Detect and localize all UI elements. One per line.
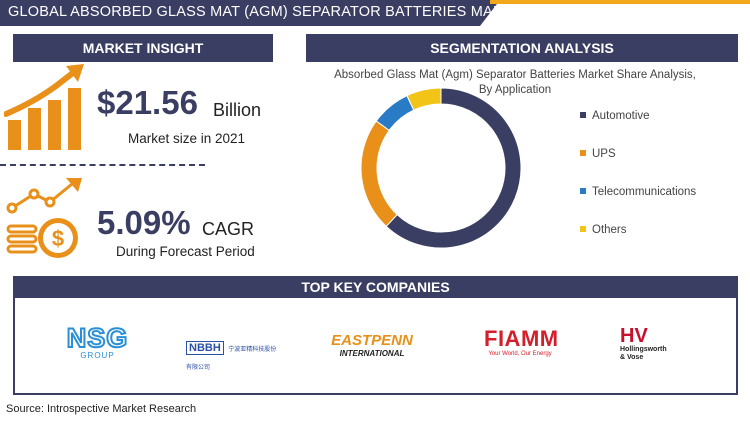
- legend-item-others: Others: [580, 224, 627, 236]
- donut-chart: [360, 87, 522, 249]
- nbbh-logo: NBBH 宁波亚精科技股份有限公司: [186, 338, 281, 374]
- eastpenn-logo: EASTPENN INTERNATIONAL: [322, 332, 422, 359]
- legend-swatch: [580, 111, 586, 118]
- legend-label: Telecommunications: [592, 186, 697, 198]
- legend-label: UPS: [592, 148, 616, 160]
- nsg-logo: NSG GROUP: [55, 323, 140, 361]
- donut-slice-ups: [360, 120, 398, 228]
- eastpenn-logo-sub: INTERNATIONAL: [339, 349, 405, 358]
- hv-logo-sub2: & Vose: [620, 354, 644, 361]
- legend-swatch: [580, 149, 586, 156]
- legend-label: Others: [592, 224, 627, 236]
- legend-item-telecommunications: Telecommunications: [580, 186, 696, 198]
- title-accent-line: [490, 0, 750, 4]
- legend-item-automotive: Automotive: [580, 110, 650, 122]
- cagr-caption: During Forecast Period: [116, 244, 255, 259]
- hv-logo-sub1: Hollingsworth: [620, 346, 667, 353]
- dollar-growth-icon: $: [6, 178, 82, 258]
- growth-chart-icon: [4, 64, 84, 150]
- chart-title: Absorbed Glass Mat (Agm) Separator Batte…: [334, 69, 696, 96]
- hv-logo: HV Hollingsworth & Vose: [620, 326, 690, 362]
- legend-label: Automotive: [592, 110, 650, 122]
- donut-slice-others: [406, 87, 442, 111]
- fiamm-logo-sub: Your World, Our Energy: [488, 351, 552, 357]
- segmentation-heading: SEGMENTATION ANALYSIS: [306, 34, 738, 62]
- title-bar: GLOBAL ABSORBED GLASS MAT (AGM) SEPARATO…: [0, 0, 500, 26]
- source-note: Source: Introspective Market Research: [6, 403, 197, 415]
- cagr-value: 5.09%: [97, 204, 191, 241]
- fiamm-logo-main: FIAMM: [484, 326, 559, 351]
- market-insight-heading: MARKET INSIGHT: [13, 34, 273, 62]
- page-title: GLOBAL ABSORBED GLASS MAT (AGM) SEPARATO…: [8, 4, 533, 20]
- svg-text:$: $: [52, 226, 64, 251]
- market-size-caption: Market size in 2021: [128, 131, 246, 146]
- fiamm-logo: FIAMM Your World, Our Energy: [484, 326, 559, 358]
- hv-logo-main: HV: [620, 325, 648, 347]
- nsg-logo-sub: GROUP: [80, 351, 115, 360]
- legend-item-ups: UPS: [580, 148, 616, 160]
- donut-slice-telecommunications: [375, 94, 415, 132]
- eastpenn-logo-main: EASTPENN: [331, 332, 413, 349]
- market-size-unit: Billion: [213, 100, 262, 120]
- market-size-value: $21.56: [97, 84, 198, 121]
- cagr-unit: CAGR: [202, 219, 255, 239]
- divider: [0, 164, 205, 166]
- nbbh-logo-sub: 宁波亚精科技股份有限公司: [186, 347, 277, 371]
- top-companies-heading: TOP KEY COMPANIES: [13, 276, 738, 298]
- legend-swatch: [580, 187, 586, 194]
- nbbh-logo-main: NBBH: [186, 341, 224, 355]
- nsg-logo-main: NSG: [66, 323, 129, 353]
- legend-swatch: [580, 225, 586, 232]
